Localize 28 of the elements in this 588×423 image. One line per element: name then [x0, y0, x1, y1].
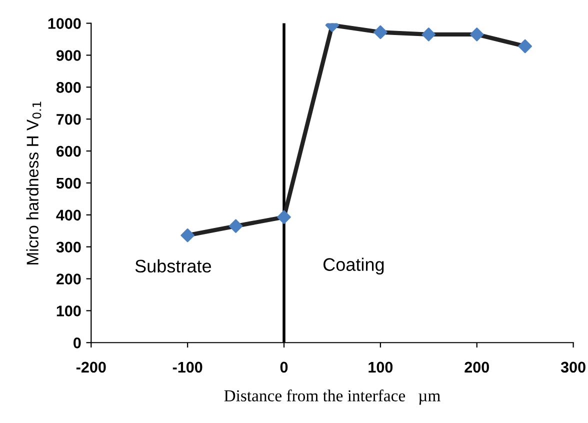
- y-tick-label: 200: [56, 274, 81, 284]
- x-axis-title: Distance from the interface µm: [224, 390, 440, 405]
- y-tick-label: 100: [56, 306, 81, 316]
- y-tick-label: 300: [56, 242, 81, 253]
- point: [470, 28, 484, 42]
- x-tick-label: 300: [560, 362, 586, 373]
- point: [277, 210, 291, 224]
- x-tick-label: 100: [368, 362, 393, 373]
- x-tick-label: 200: [464, 362, 489, 373]
- point: [180, 228, 194, 242]
- y-tick-label: 900: [56, 50, 81, 61]
- y-tick-label: 700: [56, 114, 81, 125]
- y-axis-title: Micro hardness H V$_{0.1}$: [26, 102, 42, 264]
- y-tick-label: 500: [56, 178, 81, 189]
- y-tick-label: 0: [74, 338, 81, 348]
- point: [228, 219, 243, 233]
- x-tick-label: -200: [76, 362, 106, 373]
- annotation: Coating: [323, 258, 384, 275]
- y-tick-label: 800: [56, 82, 81, 93]
- annotation: Substrate: [135, 259, 212, 273]
- x-tick-label: -100: [172, 362, 202, 373]
- y-tick-label: 400: [56, 210, 81, 221]
- y-tick-label: 1000: [48, 18, 81, 29]
- y-tick-label: 600: [56, 146, 81, 157]
- point: [518, 39, 532, 54]
- x-tick-label: 0: [280, 362, 288, 373]
- point: [374, 25, 388, 40]
- point: [422, 28, 436, 42]
